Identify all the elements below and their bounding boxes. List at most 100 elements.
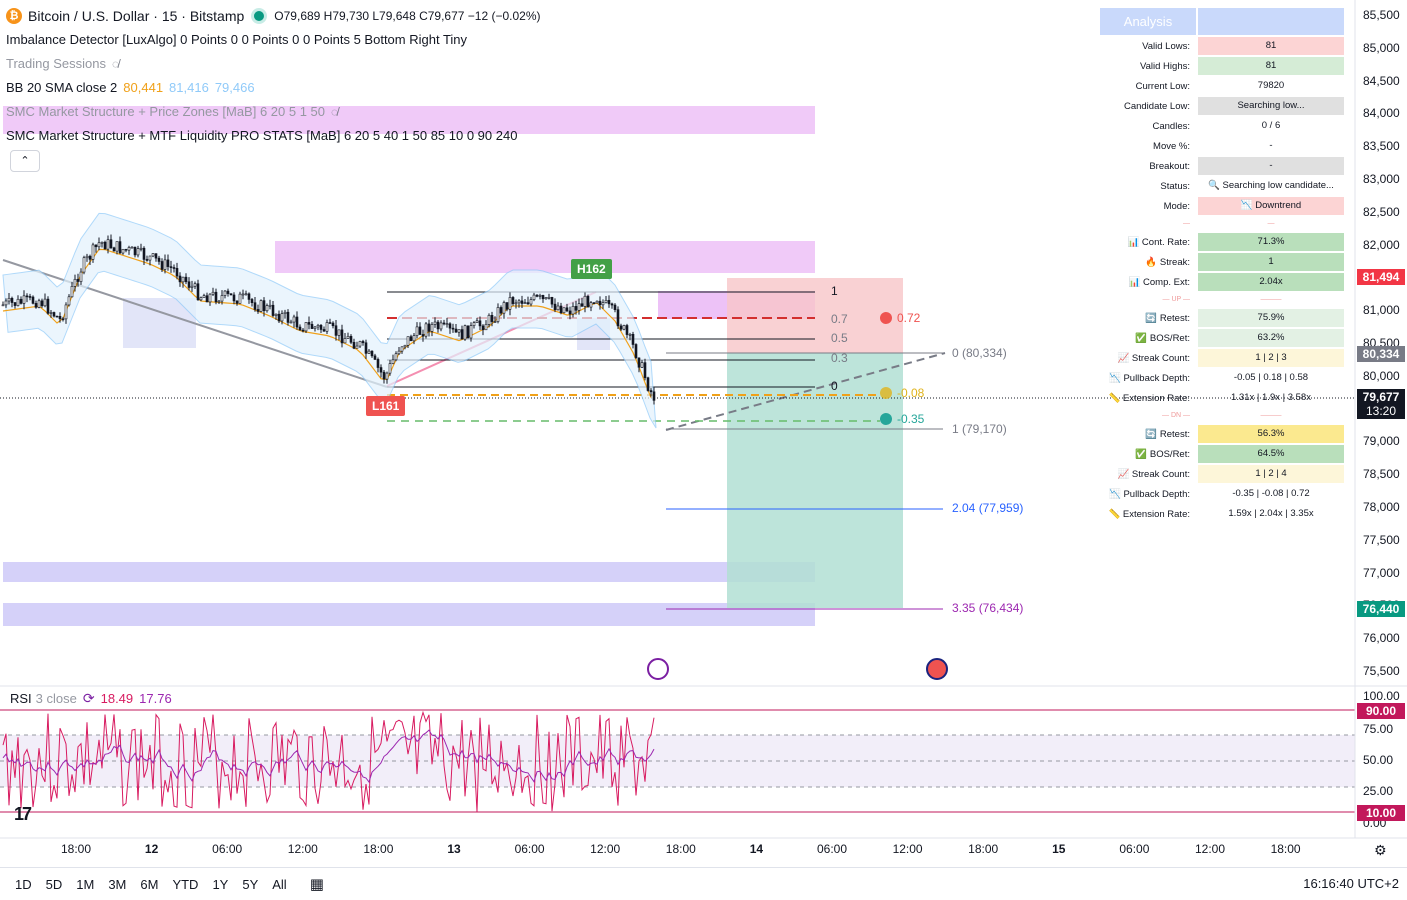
dot-label-red: 0.72 <box>897 311 921 325</box>
indicator-label[interactable]: BB 20 SMA close 2 <box>6 80 118 95</box>
time-tick: 18:00 <box>1270 842 1301 856</box>
analysis-rows: Valid Lows: 81 Valid Highs: 81 Current Low: 7… <box>1100 37 1346 523</box>
analysis-value: 1.31x | 1.9x | 3.58x <box>1231 392 1311 403</box>
analysis-label: ✅ BOS/Ret: <box>1135 332 1190 344</box>
analysis-label: 📊 Cont. Rate: <box>1127 236 1190 248</box>
range-button-1y[interactable]: 1Y <box>212 876 229 892</box>
demand-zone-1 <box>3 562 815 582</box>
range-button-1d[interactable]: 1D <box>15 876 32 892</box>
analysis-row: 📊 Cont. Rate: 71.3% <box>1100 233 1346 251</box>
indicator-label[interactable]: Trading Sessions <box>6 56 106 71</box>
price-tick: 82,000 <box>1363 237 1400 252</box>
analysis-row: — DN — ——— <box>1100 409 1346 423</box>
range-button-ytd[interactable]: YTD <box>172 876 199 892</box>
analysis-row: 🔄 Retest: 75.9% <box>1100 309 1346 327</box>
price-axis[interactable]: 85,500 85,000 84,500 84,000 83,500 83,000 82,5… <box>1355 0 1407 840</box>
collapse-legend-button[interactable]: ⌃ <box>10 150 40 172</box>
stop-loss-zone[interactable] <box>727 278 903 353</box>
symbol-row[interactable]: ₿ Bitcoin / U.S. Dollar · 15 · Bitstamp … <box>6 4 541 28</box>
analysis-value: 81 <box>1198 37 1344 55</box>
time-tick: 18:00 <box>363 842 394 856</box>
fib-label-1: 1 <box>831 284 838 298</box>
analysis-row: 📊 Comp. Ext: 2.04x <box>1100 273 1346 291</box>
indicator-row-bb[interactable]: BB 20 SMA close 2 80,441 81,416 79,466 <box>6 76 541 100</box>
refresh-icon[interactable]: ⟳ <box>82 690 95 706</box>
analysis-row: Breakout: - <box>1100 157 1346 175</box>
analysis-row: 📈 Streak Count: 1 | 2 | 4 <box>1100 465 1346 483</box>
calendar-compare-icon[interactable]: ▦ <box>309 876 324 893</box>
clock[interactable]: 16:16:40 UTC+2 <box>1303 876 1399 891</box>
analysis-value: - <box>1269 140 1273 151</box>
analysis-row: Valid Lows: 81 <box>1100 37 1346 55</box>
range-button-5y[interactable]: 5Y <box>242 876 259 892</box>
analysis-value: 81 <box>1198 57 1344 75</box>
rsi-label[interactable]: RSI <box>10 691 32 706</box>
price-tick: 81,000 <box>1363 303 1400 318</box>
analysis-row: Status: 🔍 Searching low candidate... <box>1100 177 1346 195</box>
analysis-panel: Analysis Valid Lows: 81 Valid Highs: 81 Curr… <box>1100 8 1346 523</box>
take-profit-zone[interactable] <box>727 353 903 608</box>
analysis-value: Searching low... <box>1198 97 1344 115</box>
time-tick: 06:00 <box>816 842 848 856</box>
event-icon-crypto[interactable] <box>647 658 669 680</box>
analysis-value: 75.9% <box>1198 309 1344 327</box>
analysis-row: 📏 Extension Rate: 1.31x | 1.9x | 3.58x <box>1100 389 1346 407</box>
analysis-value: ——— <box>1260 412 1282 419</box>
price-tick: 83,000 <box>1363 172 1400 186</box>
eye-off-icon[interactable]: ◌̸ <box>111 57 120 71</box>
analysis-row: Current Low: 79820 <box>1100 77 1346 95</box>
eye-off-icon[interactable]: ◌̸ <box>331 105 339 119</box>
last-price-tag: 79,677 13:20 <box>1357 389 1405 419</box>
fib-label-0: 0 <box>831 379 838 393</box>
analysis-label: Valid Lows: <box>1142 40 1190 52</box>
analysis-row: Candles: 0 / 6 <box>1100 117 1346 135</box>
indicator-row-imbalance[interactable]: Imbalance Detector [LuxAlgo] 0 Points 0 … <box>6 28 541 52</box>
projection-line[interactable] <box>665 352 946 431</box>
analysis-label: 🔥 Streak: <box>1145 256 1190 268</box>
bar-countdown: 13:20 <box>1365 404 1397 418</box>
rsi-params: 3 close <box>35 691 77 706</box>
analysis-label: ✅ BOS/Ret: <box>1135 448 1190 460</box>
bb-upper-value: 81,416 <box>169 80 209 95</box>
analysis-value: 0 / 6 <box>1261 120 1281 131</box>
ohlc-values: O79,689 H79,730 L79,648 C79,677 −12 (−0.… <box>274 9 541 23</box>
time-tick: 15 <box>1052 842 1066 856</box>
tradingview-logo[interactable]: 17 <box>14 804 32 824</box>
chart-legend: ₿ Bitcoin / U.S. Dollar · 15 · Bitstamp … <box>6 4 541 148</box>
analysis-label: Candidate Low: <box>1123 100 1190 112</box>
rsi-tick: 100.00 <box>1363 689 1400 703</box>
time-tick: 13 <box>447 842 461 856</box>
price-tick: 83,500 <box>1363 139 1400 154</box>
indicator-row-sessions[interactable]: Trading Sessions ◌̸ <box>6 52 541 76</box>
rsi-ma-value: 17.76 <box>139 691 172 706</box>
analysis-row: Valid Highs: 81 <box>1100 57 1346 75</box>
analysis-value: -0.05 | 0.18 | 0.58 <box>1233 372 1309 383</box>
rsi-legend[interactable]: RSI 3 close ⟳ 18.49 17.76 <box>10 690 172 707</box>
range-button-5d[interactable]: 5D <box>45 876 63 892</box>
gear-icon[interactable]: ⚙ <box>1374 842 1387 858</box>
indicator-row-smc-zones[interactable]: SMC Market Structure + Price Zones [MaB]… <box>6 100 541 124</box>
indicator-row-smc-pro[interactable]: SMC Market Structure + MTF Liquidity PRO… <box>6 124 541 148</box>
analysis-label: Status: <box>1160 180 1190 192</box>
analysis-value: 56.3% <box>1198 425 1344 443</box>
analysis-label: Valid Highs: <box>1140 60 1190 72</box>
high-price-tag: 81,494 <box>1357 269 1405 285</box>
range-button-6m[interactable]: 6M <box>140 876 159 892</box>
range-button-1m[interactable]: 1M <box>76 876 95 892</box>
price-tick: 77,500 <box>1363 532 1400 547</box>
analysis-row: ✅ BOS/Ret: 63.2% <box>1100 329 1346 347</box>
indicator-label[interactable]: SMC Market Structure + Price Zones [MaB]… <box>6 104 325 119</box>
analysis-label: 📉 Pullback Depth: <box>1108 372 1190 384</box>
indicator-label[interactable]: SMC Market Structure + MTF Liquidity PRO… <box>6 128 518 143</box>
us-flag-icon[interactable] <box>926 658 948 680</box>
symbol-title[interactable]: Bitcoin / U.S. Dollar · 15 · Bitstamp <box>28 8 245 24</box>
time-tick: 12 <box>144 842 159 856</box>
range-button-3m[interactable]: 3M <box>108 876 127 892</box>
indicator-label[interactable]: Imbalance Detector [LuxAlgo] 0 Points 0 … <box>6 32 468 47</box>
analysis-value: 64.5% <box>1198 445 1344 463</box>
time-axis[interactable]: 18:00 12 06:00 12:00 18:00 13 06:00 12:00 18:00 1… <box>0 838 1355 860</box>
analysis-title: Analysis <box>1100 8 1196 35</box>
range-button-all[interactable]: All <box>272 876 287 892</box>
rsi-10-tag: 10.00 <box>1357 805 1405 821</box>
main-chart-canvas[interactable] <box>0 0 1407 867</box>
